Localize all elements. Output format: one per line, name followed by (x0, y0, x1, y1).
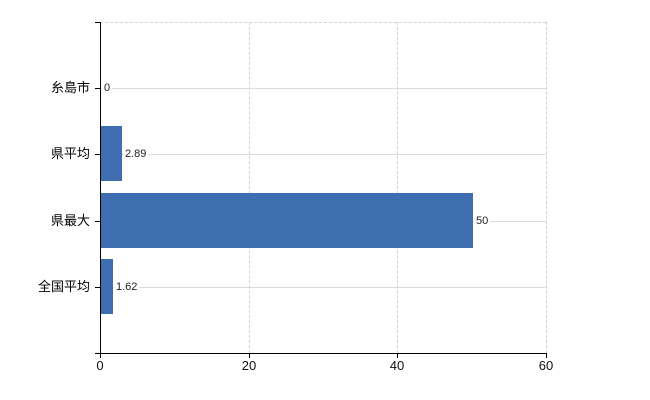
bar (101, 259, 113, 314)
bar-value-label: 0 (102, 81, 113, 95)
y-axis-tick (95, 353, 100, 354)
y-axis-tick (95, 22, 100, 23)
y-axis-tick (95, 88, 100, 89)
y-axis (100, 22, 101, 358)
gridline-vertical (397, 22, 398, 353)
category-label: 県平均 (50, 146, 90, 161)
category-label: 県最大 (50, 213, 90, 228)
x-axis-tick (397, 354, 398, 358)
x-axis (100, 353, 547, 354)
x-tick-label: 20 (241, 358, 257, 373)
plot-border-top (100, 22, 546, 23)
x-axis-tick (249, 354, 250, 358)
bar-value-label: 1.62 (114, 280, 140, 294)
x-axis-tick (546, 354, 547, 358)
y-axis-tick (95, 221, 100, 222)
bar-value-label: 2.89 (123, 147, 149, 161)
bar (101, 126, 122, 181)
x-tick-label: 40 (389, 358, 405, 373)
x-axis-tick (100, 354, 101, 358)
gridline-horizontal (100, 88, 546, 89)
category-label: 全国平均 (37, 279, 90, 294)
y-axis-tick (95, 154, 100, 155)
x-tick-label: 0 (96, 358, 104, 373)
y-axis-tick (95, 287, 100, 288)
gridline-vertical (249, 22, 250, 353)
bar (101, 193, 473, 248)
gridline-horizontal (100, 154, 546, 155)
plot-border-right (546, 22, 547, 353)
bar-value-label: 50 (474, 214, 491, 228)
category-label: 糸島市 (50, 80, 90, 95)
gridline-horizontal (100, 287, 546, 288)
x-tick-label: 60 (538, 358, 554, 373)
